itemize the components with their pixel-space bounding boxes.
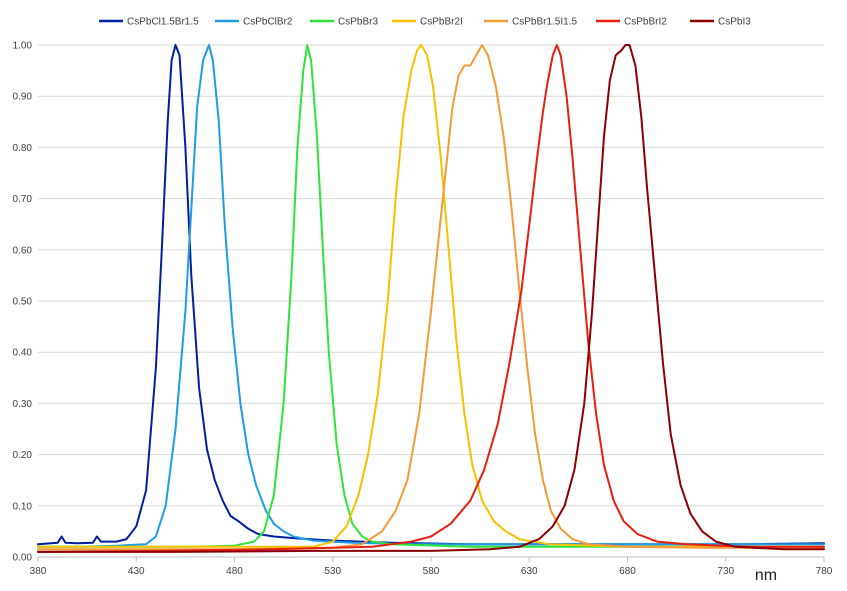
y-tick-label: 0.10 bbox=[13, 501, 33, 512]
series-line-4 bbox=[37, 44, 825, 548]
y-tick-label: 0.30 bbox=[13, 399, 33, 410]
legend-label: CsPbBr2I bbox=[420, 17, 463, 28]
x-tick-label: 430 bbox=[128, 566, 145, 577]
legend-label: CsPbCl1.5Br1.5 bbox=[127, 17, 199, 28]
y-tick-label: 0.00 bbox=[13, 553, 33, 564]
axes bbox=[37, 556, 825, 562]
legend-label: CsPbClBr2 bbox=[243, 17, 293, 28]
legend: CsPbCl1.5Br1.5 CsPbClBr2 CsPbBr3 CsPbBr2I Cs… bbox=[99, 17, 751, 28]
legend-label: CsPbBr3 bbox=[338, 17, 378, 28]
legend-label: CsPbI3 bbox=[718, 17, 751, 28]
y-axis-tick-labels: 0.00 0.10 0.20 0.30 0.40 0.50 0.60 0.70 0.80 0.90… bbox=[13, 41, 33, 564]
series-line-7 bbox=[37, 44, 825, 553]
y-tick-label: 0.40 bbox=[13, 348, 33, 359]
plot-area bbox=[37, 44, 825, 553]
legend-label: CsPbBrI2 bbox=[624, 17, 667, 28]
x-tick-label: 630 bbox=[521, 566, 538, 577]
y-tick-label: 0.60 bbox=[13, 245, 33, 256]
x-tick-label: 380 bbox=[30, 566, 47, 577]
series-line-2 bbox=[37, 44, 825, 548]
x-axis-label: nm bbox=[755, 567, 777, 584]
legend-label: CsPbBr1.5I1.5 bbox=[512, 17, 577, 28]
y-tick-label: 0.20 bbox=[13, 450, 33, 461]
x-tick-label: 530 bbox=[324, 566, 341, 577]
y-tick-label: 0.70 bbox=[13, 194, 33, 205]
x-tick-label: 580 bbox=[423, 566, 440, 577]
series-line-5 bbox=[37, 44, 825, 551]
y-tick-label: 0.90 bbox=[13, 92, 33, 103]
y-tick-label: 1.00 bbox=[13, 41, 33, 52]
gridlines bbox=[38, 44, 824, 507]
x-tick-label: 730 bbox=[717, 566, 734, 577]
x-tick-label: 480 bbox=[226, 566, 243, 577]
series-line-6 bbox=[37, 44, 825, 553]
x-tick-label: 780 bbox=[816, 566, 833, 577]
y-tick-label: 0.50 bbox=[13, 297, 33, 308]
y-tick-label: 0.80 bbox=[13, 143, 33, 154]
x-tick-label: 680 bbox=[619, 566, 636, 577]
x-axis-tick-labels: 380 430 480 530 580 630 680 730 780 bbox=[30, 566, 833, 577]
